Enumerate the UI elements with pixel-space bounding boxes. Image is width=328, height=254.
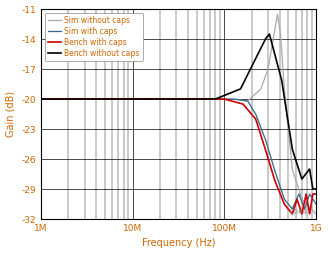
Bench with caps (279, 194, 283, 197)
Bench without caps (309, 175, 313, 178)
Bench with caps (314, 193, 318, 196)
Line: Sim without caps: Sim without caps (41, 14, 316, 214)
X-axis label: Frequency (Hz): Frequency (Hz) (142, 239, 215, 248)
Sim with caps (144, 98, 148, 101)
Bench without caps (70, 98, 74, 101)
Line: Bench without caps: Bench without caps (41, 34, 316, 189)
Bench with caps (87, 98, 91, 101)
Bench without caps (267, 33, 271, 36)
Sim with caps (156, 98, 160, 101)
Bench with caps (300, 212, 304, 215)
Sim without caps (276, 13, 279, 16)
Bench without caps (279, 76, 283, 79)
Sim with caps (314, 202, 318, 205)
Bench without caps (144, 98, 148, 101)
Line: Sim with caps: Sim with caps (41, 99, 316, 209)
Sim with caps (279, 188, 283, 191)
Sim with caps (303, 208, 307, 211)
Bench with caps (39, 98, 43, 101)
Bench without caps (314, 187, 318, 190)
Bench with caps (144, 98, 148, 101)
Sim without caps (87, 98, 91, 101)
Sim without caps (156, 98, 160, 101)
Bench with caps (70, 98, 74, 101)
Sim with caps (309, 194, 313, 197)
Bench without caps (87, 98, 91, 101)
Sim with caps (39, 98, 43, 101)
Bench without caps (311, 187, 315, 190)
Sim with caps (70, 98, 74, 101)
Sim without caps (314, 213, 318, 216)
Sim without caps (279, 41, 283, 44)
Legend: Sim without caps, Sim with caps, Bench with caps, Bench without caps: Sim without caps, Sim with caps, Bench w… (45, 13, 143, 61)
Text: C064: C064 (290, 209, 308, 215)
Bench without caps (39, 98, 43, 101)
Bench with caps (156, 98, 160, 101)
Bench with caps (309, 205, 313, 208)
Sim without caps (144, 98, 148, 101)
Y-axis label: Gain (dB): Gain (dB) (6, 91, 15, 137)
Line: Bench with caps: Bench with caps (41, 99, 316, 214)
Sim without caps (309, 207, 313, 210)
Bench without caps (156, 98, 160, 101)
Sim without caps (70, 98, 74, 101)
Sim without caps (39, 98, 43, 101)
Sim with caps (87, 98, 91, 101)
